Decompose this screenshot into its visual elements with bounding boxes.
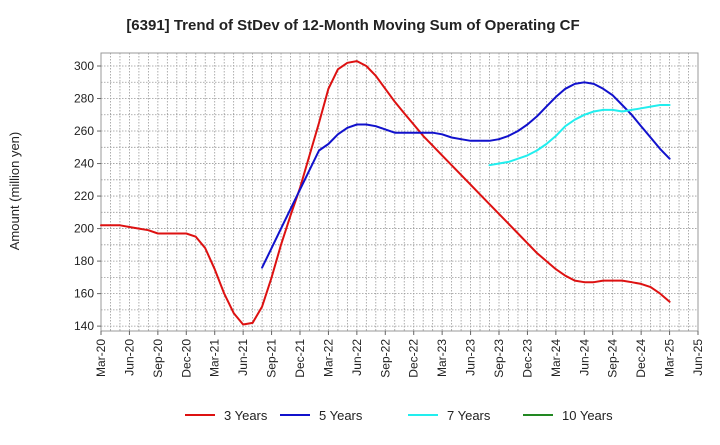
y-tick-label: 180 bbox=[74, 254, 94, 268]
legend-label-10-years: 10 Years bbox=[562, 408, 613, 423]
y-axis-label: Amount (million yen) bbox=[7, 132, 22, 251]
plot-area: Mar-20 Jun-20 Sep-20 Dec-20 Mar-21 Jun-21 Sep-… bbox=[74, 52, 705, 378]
x-tick-label: Jun-21 bbox=[236, 339, 250, 376]
x-tick-label: Jun-24 bbox=[577, 339, 591, 376]
y-tick-label: 200 bbox=[74, 222, 94, 236]
x-tick-label: Dec-21 bbox=[293, 339, 307, 378]
x-tick-label: Mar-20 bbox=[94, 339, 108, 377]
x-tick-label: Dec-23 bbox=[520, 339, 534, 378]
y-tick-label: 160 bbox=[74, 287, 94, 301]
legend-label-3-years: 3 Years bbox=[224, 408, 268, 423]
series-line-3-years bbox=[100, 60, 671, 326]
x-tick-label: Sep-21 bbox=[265, 339, 279, 378]
y-tick-label: 280 bbox=[74, 92, 94, 106]
chart-title: [6391] Trend of StDev of 12-Month Moving… bbox=[126, 17, 579, 34]
plot-frame bbox=[100, 52, 699, 332]
x-tick-label: Jun-20 bbox=[122, 339, 136, 376]
y-tick-label: 140 bbox=[74, 319, 94, 333]
x-tick-label: Mar-24 bbox=[549, 339, 563, 377]
y-tick-label: 300 bbox=[74, 59, 94, 73]
series-line-5-years bbox=[261, 81, 671, 269]
y-tick-label: 220 bbox=[74, 189, 94, 203]
legend-label-5-years: 5 Years bbox=[319, 408, 363, 423]
x-tick-label: Dec-22 bbox=[407, 339, 421, 378]
x-tick-label: Dec-20 bbox=[179, 339, 193, 378]
y-tick-label: 260 bbox=[74, 124, 94, 138]
x-tick-label: Mar-23 bbox=[435, 339, 449, 377]
x-tick-label: Sep-20 bbox=[151, 339, 165, 378]
x-tick-label: Jun-22 bbox=[350, 339, 364, 376]
legend: 3 Years 5 Years 7 Years 10 Years bbox=[185, 408, 613, 423]
y-tick-label: 240 bbox=[74, 157, 94, 171]
x-tick-label: Dec-24 bbox=[634, 339, 648, 378]
x-tick-label: Jun-25 bbox=[691, 339, 705, 376]
x-tick-label: Sep-22 bbox=[378, 339, 392, 378]
x-tick-label: Jun-23 bbox=[464, 339, 478, 376]
legend-label-7-years: 7 Years bbox=[447, 408, 491, 423]
x-tick-label: Mar-21 bbox=[208, 339, 222, 377]
x-tick-label: Mar-22 bbox=[321, 339, 335, 377]
x-tick-label: Sep-24 bbox=[606, 339, 620, 378]
x-tick-label: Mar-25 bbox=[663, 339, 677, 377]
series-line-7-years bbox=[488, 104, 671, 167]
x-tick-label: Sep-23 bbox=[492, 339, 506, 378]
